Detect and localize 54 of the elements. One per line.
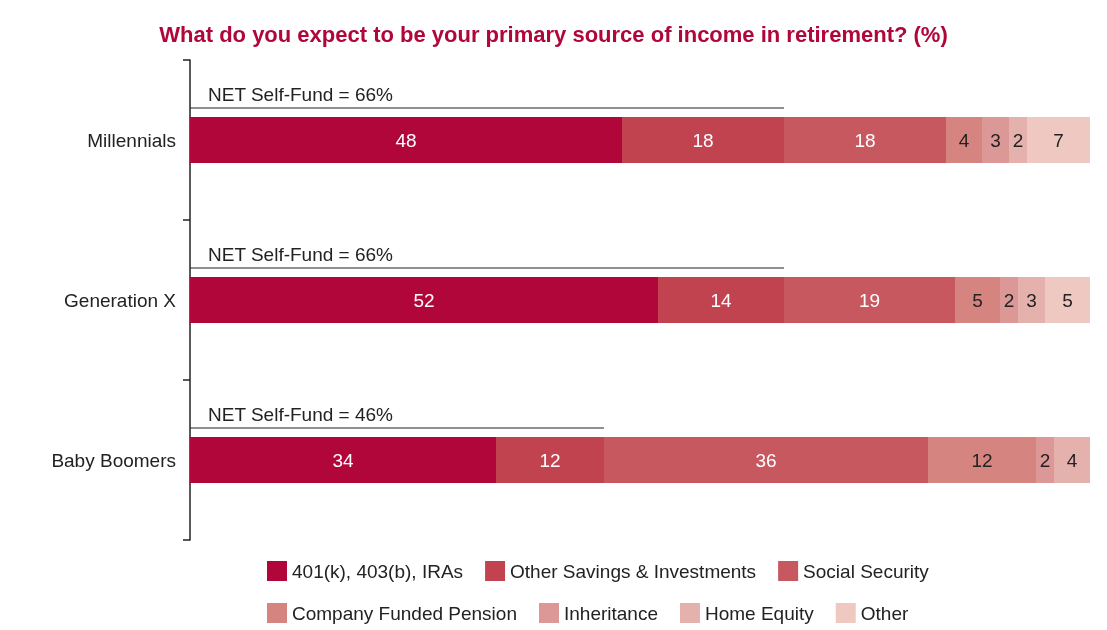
data-label: 7 bbox=[1053, 129, 1064, 151]
legend-label: Other bbox=[860, 602, 909, 624]
data-label: 34 bbox=[332, 449, 354, 471]
data-label: 4 bbox=[1066, 449, 1078, 471]
data-label: 5 bbox=[972, 289, 983, 311]
bar bbox=[1009, 117, 1027, 163]
data-label: 2 bbox=[1012, 129, 1024, 151]
bar bbox=[496, 437, 604, 483]
bar bbox=[784, 277, 955, 323]
data-label: 2 bbox=[1039, 449, 1051, 471]
data-label: 12 bbox=[971, 449, 993, 471]
legend-label: 401(k), 403(b), IRAs bbox=[292, 560, 464, 582]
data-label: 48 bbox=[395, 129, 417, 151]
bar bbox=[1027, 117, 1090, 163]
bar bbox=[784, 117, 946, 163]
bar bbox=[955, 277, 1000, 323]
bar bbox=[190, 117, 622, 163]
bar bbox=[1054, 437, 1090, 483]
bar bbox=[622, 117, 784, 163]
data-label: 3 bbox=[1026, 289, 1037, 311]
chart-title: What do you expect to be your primary source of income in retirement? (%) bbox=[159, 21, 948, 47]
y-tick-label: Generation X bbox=[64, 289, 177, 311]
data-label: 2 bbox=[1003, 289, 1015, 311]
data-label: 3 bbox=[990, 129, 1001, 151]
bar bbox=[190, 277, 658, 323]
data-label: 52 bbox=[413, 289, 435, 311]
legend-label: Other Savings & Investments bbox=[510, 560, 757, 582]
legend-label: Inheritance bbox=[563, 602, 658, 624]
y-tick-label: Baby Boomers bbox=[51, 449, 176, 471]
data-label: 19 bbox=[858, 289, 881, 311]
data-label: 18 bbox=[854, 129, 876, 151]
data-label: 14 bbox=[710, 289, 732, 311]
bar bbox=[1000, 277, 1018, 323]
bar bbox=[658, 277, 784, 323]
bar bbox=[982, 117, 1009, 163]
data-label: 18 bbox=[692, 129, 714, 151]
data-label: 36 bbox=[755, 449, 777, 471]
legend-label: Social Security bbox=[803, 560, 930, 582]
bar bbox=[1045, 277, 1090, 323]
data-label: 4 bbox=[958, 129, 970, 151]
bar bbox=[1018, 277, 1045, 323]
bar bbox=[1036, 437, 1054, 483]
bar bbox=[190, 437, 496, 483]
bar bbox=[928, 437, 1036, 483]
y-tick-label: Millennials bbox=[87, 129, 176, 151]
legend-label: Home Equity bbox=[704, 602, 815, 624]
legend-label: Company Funded Pension bbox=[292, 602, 517, 624]
annotation: NET Self-Fund = 66% bbox=[208, 84, 394, 105]
bar bbox=[946, 117, 982, 163]
annotation: NET Self-Fund = 46% bbox=[208, 404, 394, 425]
bar bbox=[604, 437, 928, 483]
data-label: 12 bbox=[539, 449, 561, 471]
data-label: 5 bbox=[1062, 289, 1073, 311]
annotation: NET Self-Fund = 66% bbox=[208, 244, 394, 265]
